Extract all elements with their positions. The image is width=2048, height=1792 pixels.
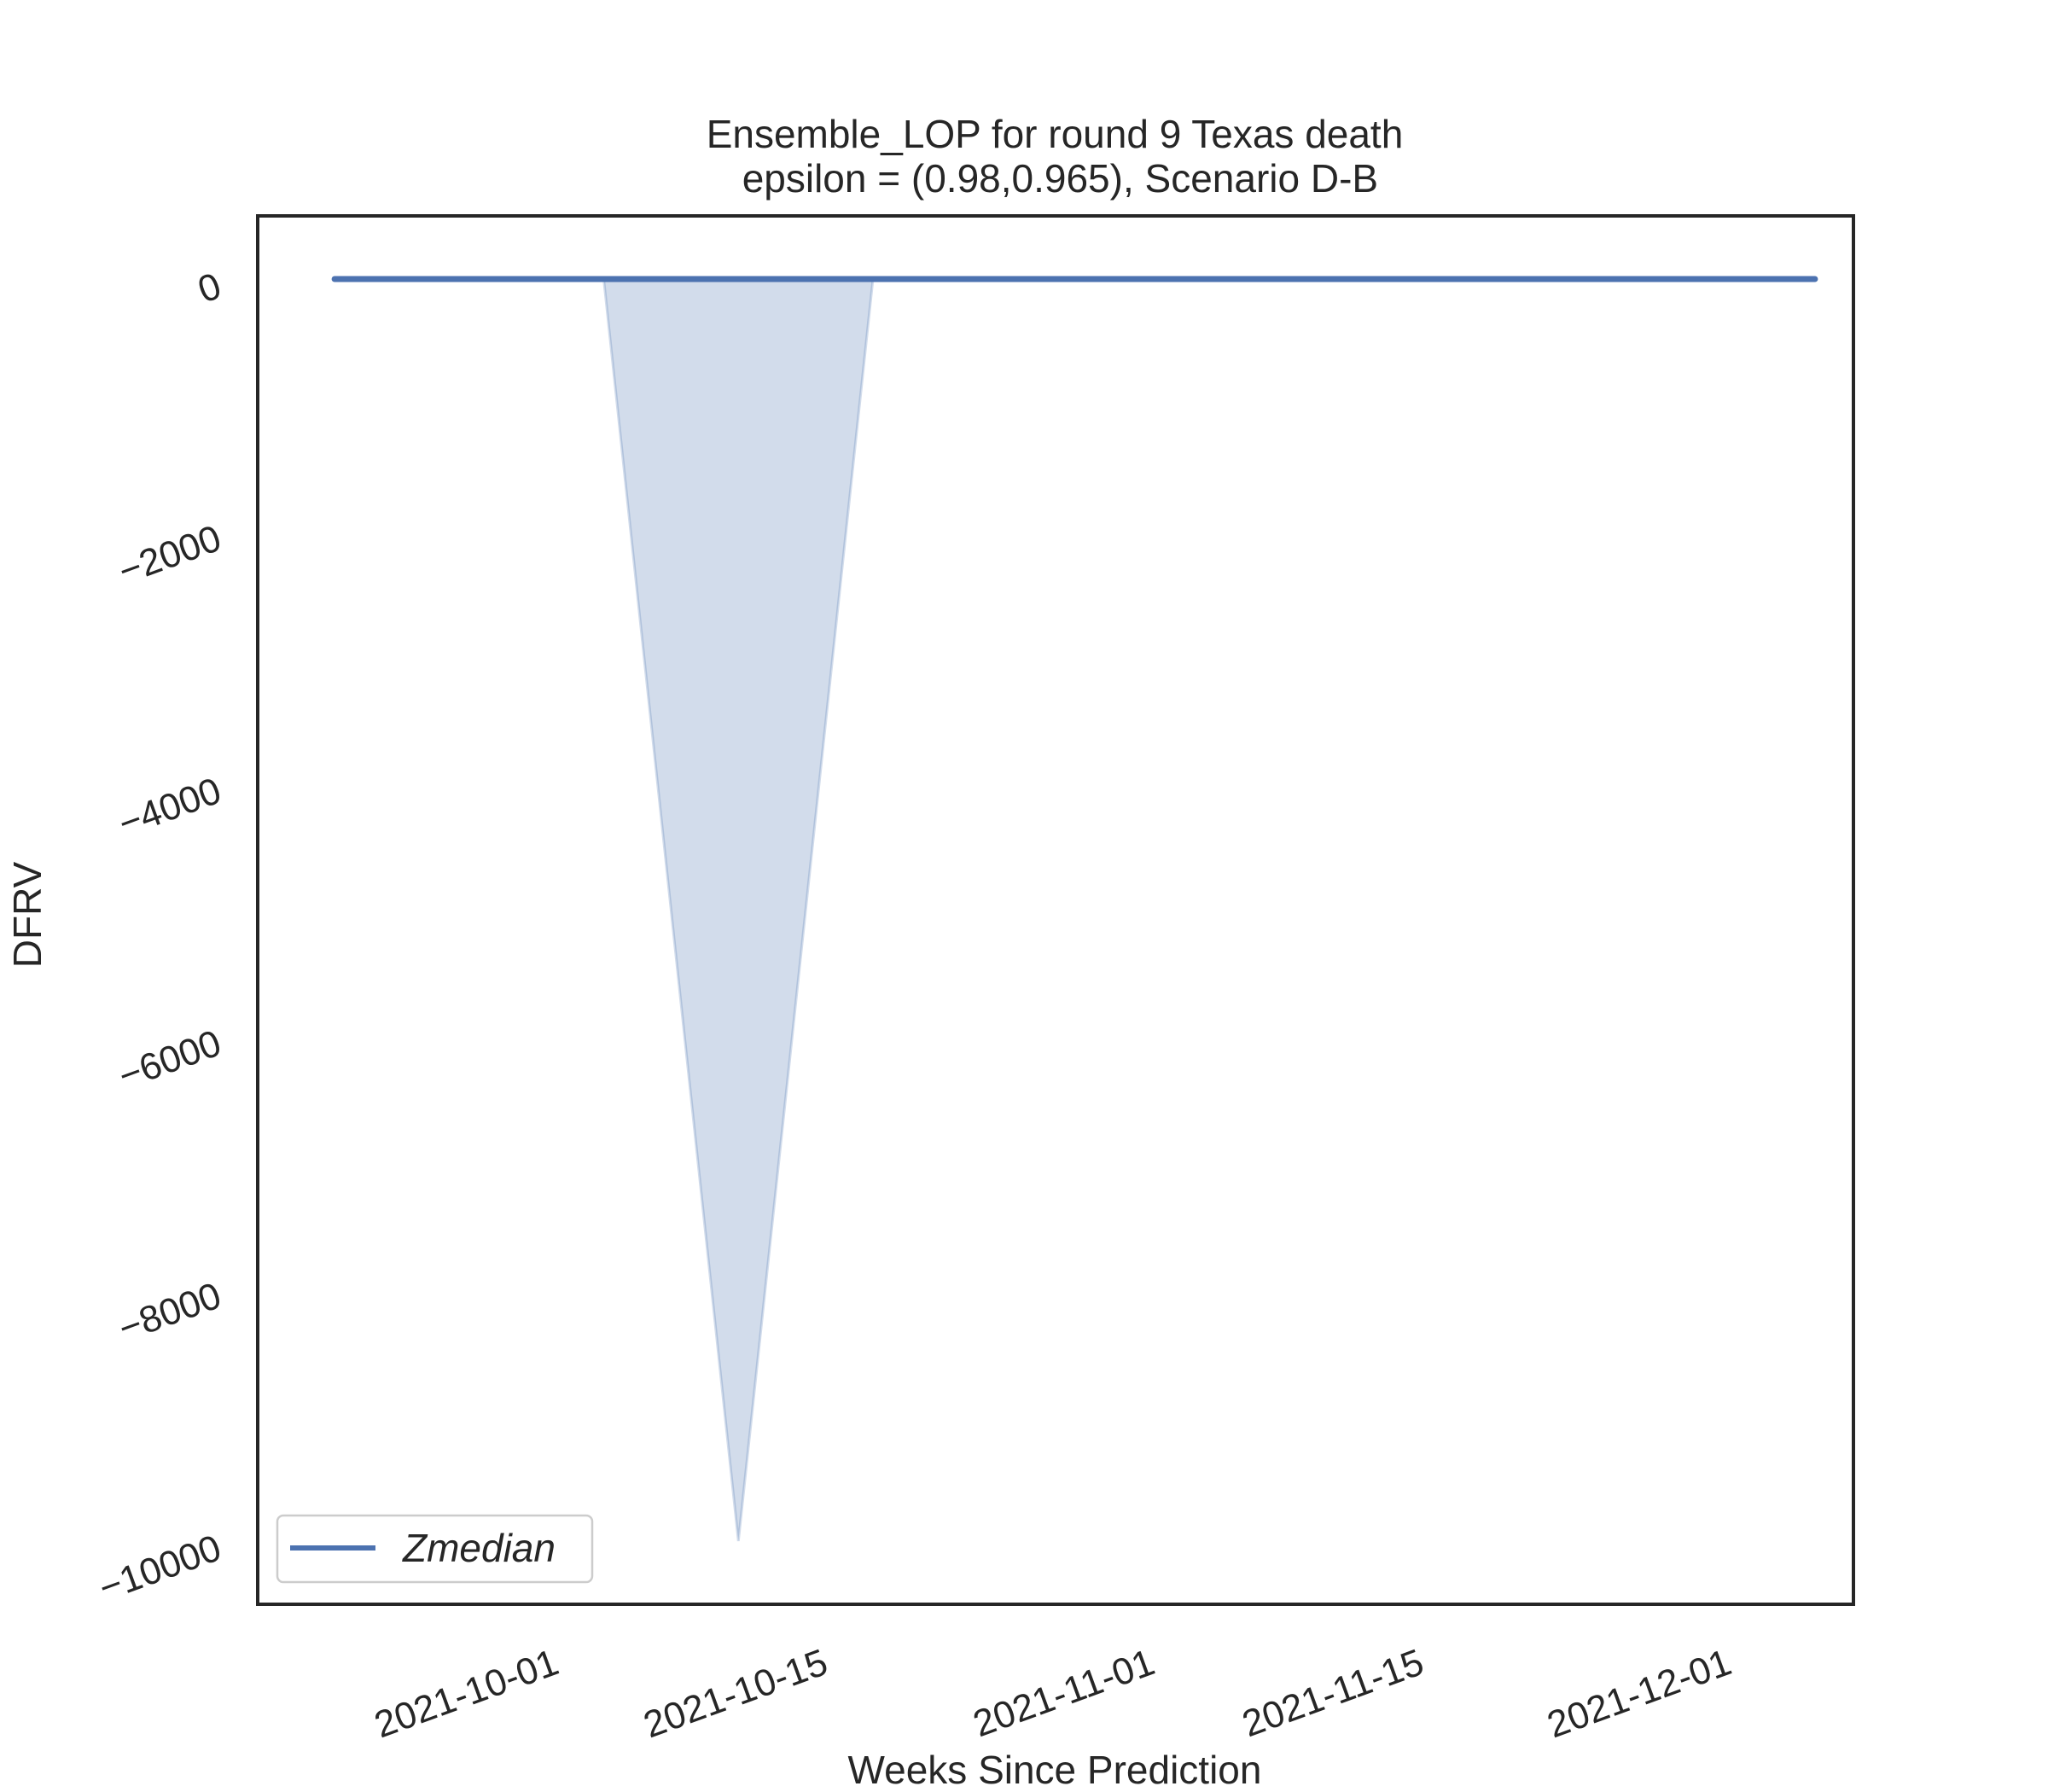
x-axis-label: Weeks Since Prediction xyxy=(848,1748,1262,1792)
x-tick-label: 2021-11-15 xyxy=(1237,1641,1429,1745)
uncertainty-band-layer xyxy=(602,277,875,1542)
y-tick-label: −8000 xyxy=(113,1275,227,1350)
chart-title-line-2: epsilon = (0.98,0.965), Scenario D-B xyxy=(731,156,1378,201)
uncertainty-band xyxy=(602,277,875,1542)
legend: Zmedian xyxy=(276,1514,594,1584)
x-tick-label: 2021-12-01 xyxy=(1542,1641,1737,1746)
legend-frame xyxy=(276,1514,594,1584)
y-tick-label: 0 xyxy=(193,265,227,311)
y-tick-label: −10000 xyxy=(94,1527,227,1609)
x-tick-label: 2021-10-01 xyxy=(369,1641,564,1746)
chart-title-line-1: Ensemble_LOP for round 9 Texas death xyxy=(707,112,1404,156)
y-tick-label: −2000 xyxy=(113,517,227,592)
y-axis-label: DFRV xyxy=(5,861,49,968)
plot-area-frame xyxy=(256,214,1855,1606)
y-tick-label: −6000 xyxy=(113,1022,227,1097)
x-tick-labels: 2021-10-01 2021-10-15 2021-11-01 2021-11-15… xyxy=(369,1641,1737,1746)
x-tick-label: 2021-11-01 xyxy=(968,1641,1160,1745)
x-tick-label: 2021-10-15 xyxy=(638,1641,833,1746)
legend-label-zmedian: Zmedian xyxy=(402,1526,556,1570)
y-tick-labels: 0 −2000 −4000 −6000 −8000 −10000 xyxy=(94,265,227,1609)
y-tick-label: −4000 xyxy=(113,770,227,845)
